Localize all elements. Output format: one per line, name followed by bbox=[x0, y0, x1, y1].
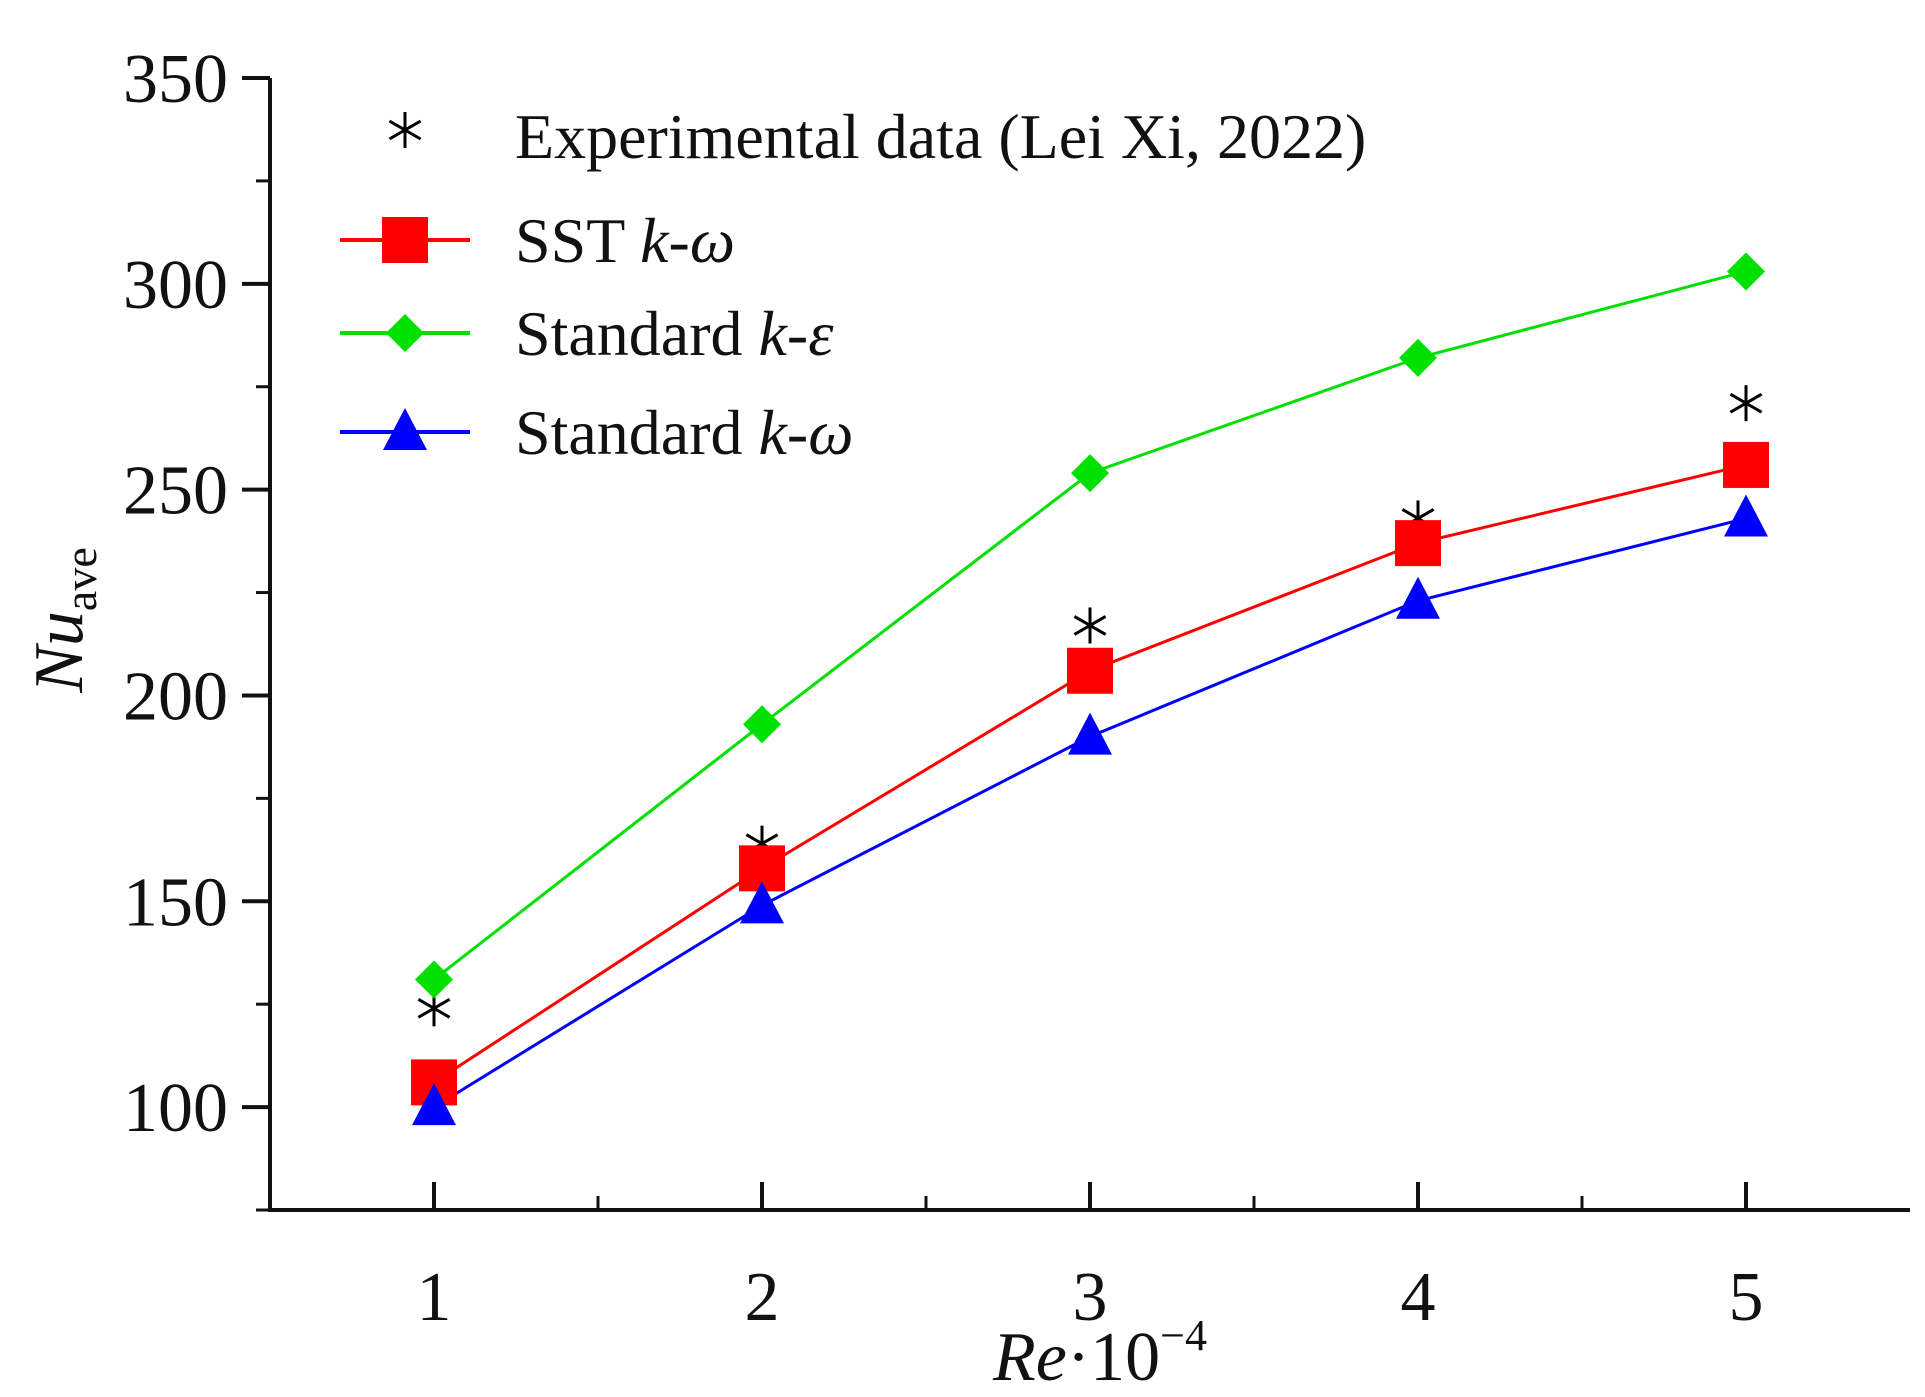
svg-text:Standard k-ε: Standard k-ε bbox=[515, 298, 834, 369]
triangle-point bbox=[740, 881, 784, 924]
legend-label-kw-italic: k-ω bbox=[759, 397, 854, 468]
legend-triangle-icon bbox=[383, 408, 427, 450]
y-tick-label: 150 bbox=[123, 864, 228, 941]
legend-diamond-marker bbox=[386, 314, 424, 352]
asterisk-point bbox=[1073, 607, 1107, 644]
series-line bbox=[433, 463, 1747, 1084]
legend-square-marker bbox=[382, 217, 428, 263]
svg-text:Standard k-ω: Standard k-ω bbox=[515, 397, 853, 468]
x-axis-label-mid: ·10 bbox=[1067, 1319, 1160, 1396]
legend-diamond-icon bbox=[386, 314, 424, 352]
y-tick-label: 100 bbox=[123, 1070, 228, 1147]
x-axis-label-base: Re bbox=[992, 1319, 1067, 1396]
legend-label-experimental: Experimental data (Lei Xi, 2022) bbox=[515, 101, 1366, 172]
legend-label-keps-italic: k-ε bbox=[759, 298, 835, 369]
diamond-point bbox=[1727, 252, 1765, 291]
legend-asterisk-icon bbox=[388, 112, 422, 148]
y-axis-label: Nuave bbox=[21, 547, 106, 694]
triangle-point bbox=[1724, 494, 1768, 537]
x-tick-label: 1 bbox=[417, 1259, 452, 1336]
diamond-point bbox=[1399, 338, 1437, 377]
legend-entry-standard-k-omega: Standard k-ω bbox=[340, 397, 853, 468]
legend-label-kw-base: Standard bbox=[515, 397, 759, 468]
y-tick-label: 250 bbox=[123, 453, 228, 530]
square-point bbox=[1723, 441, 1769, 488]
legend-square-icon bbox=[382, 217, 428, 263]
series-line bbox=[433, 516, 1747, 1109]
legend-label-sst-italic: k-ω bbox=[640, 205, 735, 276]
y-tick-label: 300 bbox=[123, 247, 228, 324]
y-axis-ticks: 100 150 200 250 300 350 bbox=[123, 41, 270, 1212]
square-point bbox=[1395, 520, 1441, 567]
x-axis-label-sup: −4 bbox=[1160, 1311, 1207, 1360]
legend-label-keps-base: Standard bbox=[515, 298, 759, 369]
square-point bbox=[1067, 647, 1113, 694]
svg-text:Re·10−4: Re·10−4 bbox=[992, 1311, 1207, 1396]
svg-text:SST k-ω: SST k-ω bbox=[515, 205, 735, 276]
legend: Experimental data (Lei Xi, 2022) SST k-ω… bbox=[340, 101, 1366, 468]
legend-entry-sst-k-omega: SST k-ω bbox=[340, 205, 735, 276]
y-tick-label: 350 bbox=[123, 41, 228, 118]
x-axis-ticks: 1 2 3 4 5 bbox=[417, 1182, 1764, 1336]
x-tick-label: 3 bbox=[1073, 1259, 1108, 1336]
legend-entry-experimental: Experimental data (Lei Xi, 2022) bbox=[388, 101, 1366, 172]
svg-text:Experimental data (Lei Xi, 202: Experimental data (Lei Xi, 2022) bbox=[515, 101, 1366, 172]
plot-markers bbox=[411, 252, 1769, 1126]
x-tick-label: 2 bbox=[745, 1259, 780, 1336]
legend-label-sst-base: SST bbox=[515, 205, 640, 276]
svg-text:Nuave: Nuave bbox=[21, 547, 106, 694]
legend-entry-standard-k-epsilon: Standard k-ε bbox=[340, 298, 834, 369]
x-tick-label: 5 bbox=[1729, 1259, 1764, 1336]
diamond-point bbox=[1071, 454, 1109, 493]
legend-asterisk-marker bbox=[388, 112, 422, 148]
triangle-point bbox=[1068, 712, 1112, 755]
triangle-point bbox=[1396, 576, 1440, 619]
x-tick-label: 4 bbox=[1401, 1259, 1436, 1336]
legend-triangle-marker bbox=[383, 408, 427, 450]
triangle-point bbox=[412, 1083, 456, 1126]
diamond-point bbox=[415, 960, 453, 999]
y-axis-label-sub: ave bbox=[55, 547, 106, 611]
x-axis-label: Re·10−4 bbox=[992, 1311, 1207, 1396]
y-tick-label: 200 bbox=[123, 658, 228, 735]
axes: 100 150 200 250 300 350 1 2 3 4 5 bbox=[123, 41, 1910, 1336]
asterisk-point bbox=[1729, 385, 1763, 422]
diamond-point bbox=[743, 705, 781, 744]
y-axis-label-base: Nu bbox=[21, 611, 98, 694]
